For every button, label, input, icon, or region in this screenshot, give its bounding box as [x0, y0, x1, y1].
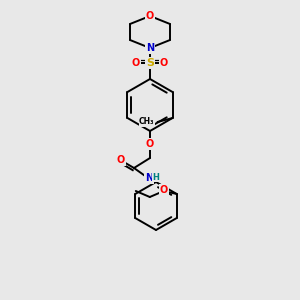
Text: O: O — [146, 11, 154, 21]
Text: O: O — [160, 58, 168, 68]
Text: O: O — [146, 139, 154, 149]
Text: O: O — [117, 155, 125, 165]
Text: H: H — [153, 172, 159, 182]
Text: N: N — [146, 43, 154, 53]
Text: N: N — [145, 173, 153, 183]
Text: O: O — [132, 58, 140, 68]
Text: CH₃: CH₃ — [139, 118, 154, 127]
Text: O: O — [160, 185, 168, 195]
Text: S: S — [146, 58, 154, 68]
